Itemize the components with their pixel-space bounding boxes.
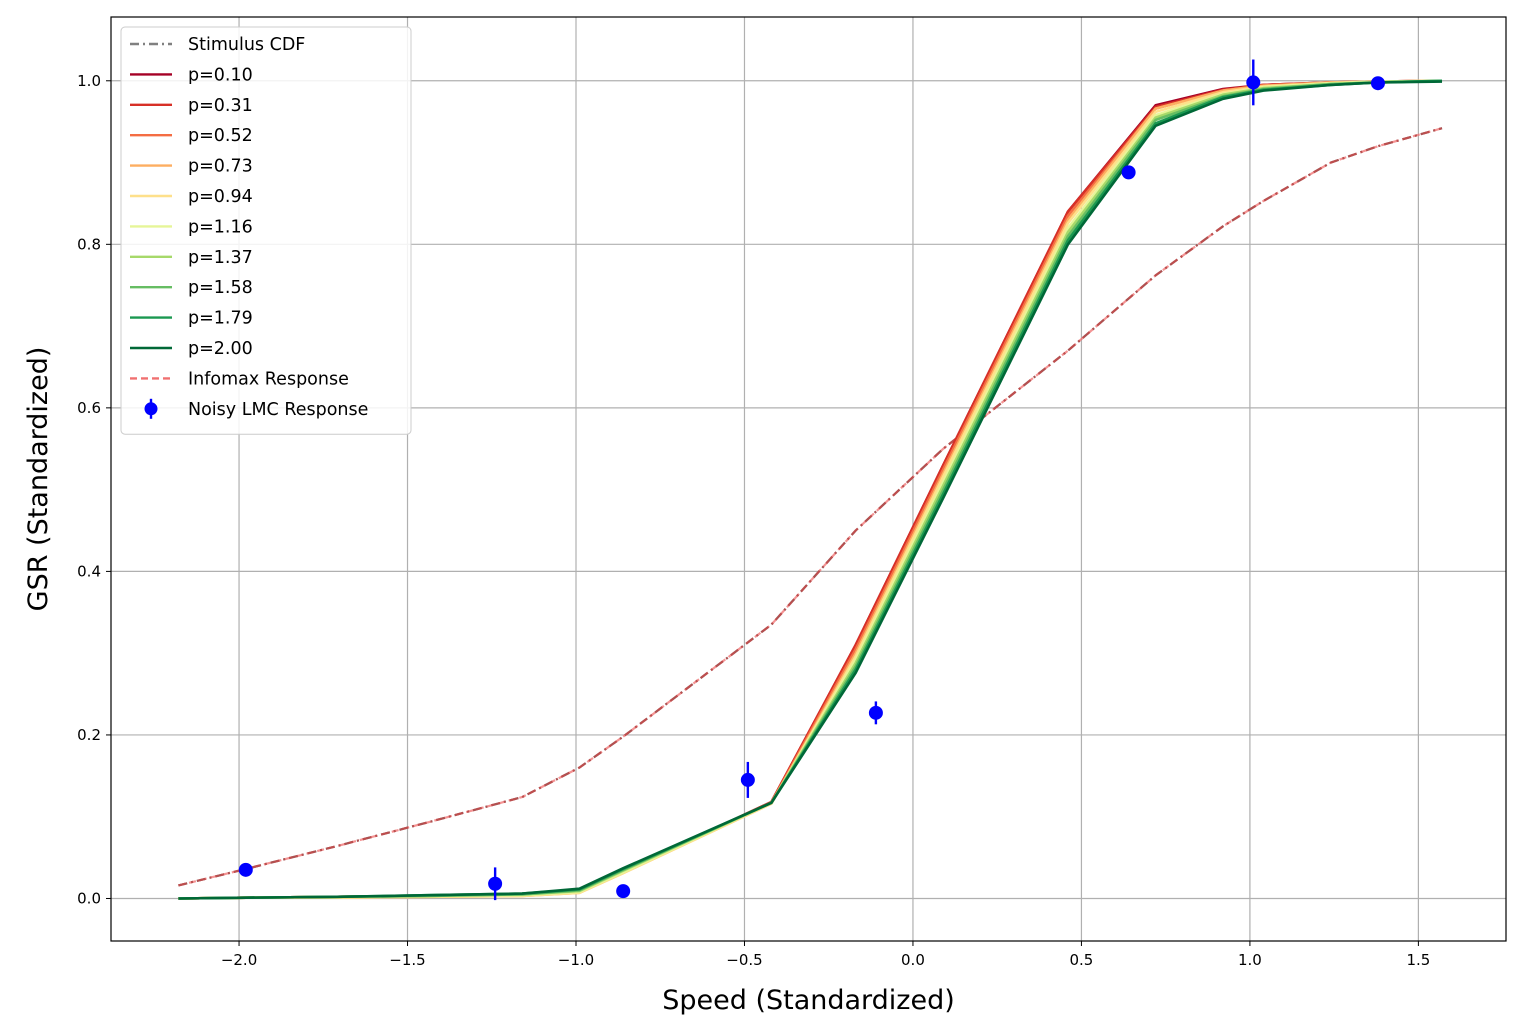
- legend-entry: p=0.31: [130, 96, 253, 116]
- reference-lines: [178, 127, 1443, 887]
- x-tick-label: −1.5: [389, 951, 425, 969]
- legend-entry: p=0.94: [130, 187, 253, 207]
- legend-label: Noisy LMC Response: [188, 400, 368, 420]
- data-point: [740, 772, 755, 787]
- data-point: [488, 876, 503, 891]
- y-axis-label: GSR (Standardized): [23, 347, 54, 612]
- x-tick-label: 1.0: [1238, 951, 1262, 969]
- y-tick-label: 1.0: [77, 72, 101, 90]
- legend-label: p=0.31: [188, 96, 253, 116]
- data-point: [1370, 76, 1385, 91]
- legend-label: p=0.73: [188, 157, 253, 177]
- x-tick-label: −2.0: [221, 951, 257, 969]
- legend-swatch-point: [144, 402, 158, 416]
- data-point: [1246, 75, 1261, 90]
- legend-label: p=1.79: [188, 309, 253, 329]
- series-line-p-2-00: [178, 80, 1443, 900]
- legend-label: p=0.94: [188, 187, 253, 207]
- legend-label: p=1.37: [188, 248, 253, 268]
- legend-label: p=1.58: [188, 278, 253, 298]
- noisy-lmc-points: [238, 59, 1385, 901]
- x-axis-ticks: −2.0 −1.5 −1.0 −0.5 0.0 0.5 1.0 1.5: [221, 941, 1430, 969]
- legend-label: p=1.16: [188, 217, 253, 237]
- x-tick-label: −0.5: [726, 951, 762, 969]
- x-tick-label: 0.0: [901, 951, 925, 969]
- x-axis-label: Speed (Standardized): [662, 985, 955, 1016]
- legend-entry: p=0.10: [130, 65, 253, 85]
- legend-entry: p=1.16: [130, 217, 253, 237]
- legend-entry: p=0.52: [130, 126, 253, 146]
- legend-entry: p=1.79: [130, 309, 253, 329]
- legend-label: p=2.00: [188, 339, 253, 359]
- legend-entry: Stimulus CDF: [130, 35, 305, 55]
- x-tick-label: 0.5: [1070, 951, 1094, 969]
- legend-entry: Infomax Response: [130, 369, 349, 389]
- y-tick-label: 0.6: [77, 399, 101, 417]
- legend-label: p=0.10: [188, 65, 253, 85]
- legend: Stimulus CDF p=0.10 p=0.31 p=0.52 p=0.73 p=0.…: [120, 26, 412, 435]
- legend-entry: p=1.37: [130, 248, 253, 268]
- data-point: [238, 862, 253, 877]
- x-tick-label: 1.5: [1406, 951, 1430, 969]
- legend-label: Stimulus CDF: [188, 35, 305, 55]
- legend-label: p=0.52: [188, 126, 253, 146]
- legend-box: [120, 26, 412, 435]
- legend-entry: p=0.73: [130, 157, 253, 177]
- y-tick-label: 0.2: [77, 726, 101, 744]
- y-axis-ticks: 0.0 0.2 0.4 0.6 0.8 1.0: [77, 72, 111, 907]
- y-tick-label: 0.8: [77, 235, 101, 253]
- p-series-lines: [178, 79, 1443, 900]
- data-point: [616, 884, 631, 899]
- data-point: [1121, 165, 1136, 180]
- data-point: [868, 705, 883, 720]
- legend-entry: p=2.00: [130, 339, 253, 359]
- legend-entry: Noisy LMC Response: [144, 398, 368, 420]
- plot-frame: [110, 16, 1507, 942]
- legend-entry: p=1.58: [130, 278, 253, 298]
- legend-label: Infomax Response: [188, 369, 349, 389]
- series-line-overlap: [178, 127, 1443, 887]
- y-tick-label: 0.4: [77, 562, 101, 580]
- y-tick-label: 0.0: [77, 889, 101, 907]
- x-tick-label: −1.0: [558, 951, 594, 969]
